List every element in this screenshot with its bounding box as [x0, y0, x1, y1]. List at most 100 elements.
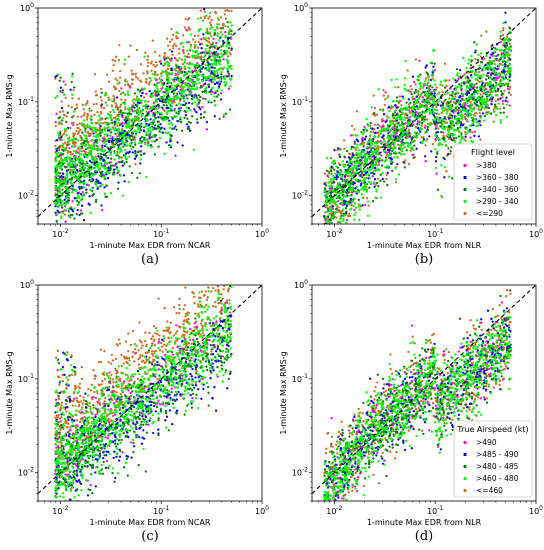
data-point — [412, 100, 416, 104]
data-point — [110, 150, 113, 153]
data-point — [73, 207, 76, 210]
data-point — [119, 103, 123, 106]
data-point — [216, 34, 219, 37]
data-point — [214, 104, 217, 107]
data-point — [90, 126, 94, 130]
data-point — [216, 71, 219, 75]
data-point — [104, 143, 108, 146]
data-point — [436, 103, 440, 107]
data-point — [460, 113, 463, 117]
data-point — [216, 23, 219, 26]
data-point — [54, 205, 57, 208]
data-point — [55, 187, 58, 190]
data-point — [158, 126, 161, 129]
data-point — [226, 21, 229, 24]
data-point — [222, 66, 226, 69]
data-point — [99, 185, 102, 188]
data-point — [349, 134, 353, 137]
data-point — [394, 151, 397, 154]
data-point — [475, 82, 478, 85]
data-point — [189, 45, 192, 48]
data-point — [187, 52, 190, 56]
data-point — [111, 100, 114, 103]
data-point — [508, 42, 512, 45]
data-point — [394, 146, 397, 150]
data-point — [126, 80, 129, 83]
data-point — [327, 181, 330, 184]
data-point — [113, 123, 116, 127]
data-point — [328, 226, 330, 228]
data-point — [171, 127, 174, 130]
data-point — [332, 246, 334, 248]
data-point — [488, 60, 492, 63]
data-point — [99, 181, 102, 185]
data-point — [467, 62, 470, 65]
data-point — [138, 131, 141, 134]
data-point — [127, 180, 130, 184]
data-point — [182, 45, 185, 48]
data-point — [104, 91, 107, 95]
data-point — [506, 87, 510, 91]
data-point — [390, 78, 393, 82]
data-point — [105, 167, 108, 170]
data-point — [87, 141, 90, 144]
data-point — [490, 68, 493, 71]
data-point — [123, 111, 127, 114]
data-point — [145, 81, 148, 84]
data-point — [148, 76, 151, 80]
data-point — [71, 72, 74, 75]
data-point — [60, 168, 64, 171]
data-point — [210, 76, 214, 79]
data-point — [109, 168, 112, 171]
data-point — [356, 189, 360, 192]
data-point — [177, 102, 181, 105]
data-point — [73, 217, 76, 220]
data-point — [498, 49, 501, 52]
data-point — [165, 117, 168, 121]
data-point — [208, 49, 211, 52]
data-point — [145, 138, 148, 141]
data-point — [115, 153, 119, 156]
data-point — [188, 56, 191, 59]
data-point — [190, 63, 194, 66]
data-point — [457, 119, 461, 122]
data-point — [146, 107, 149, 110]
data-point — [444, 98, 447, 102]
data-point — [187, 83, 190, 87]
data-point — [66, 201, 69, 205]
data-point — [348, 194, 351, 197]
data-point — [185, 55, 189, 59]
data-point — [379, 132, 382, 135]
data-point — [450, 146, 453, 149]
data-point — [409, 85, 412, 88]
data-point — [115, 96, 119, 99]
data-point — [92, 126, 96, 129]
data-point — [186, 62, 189, 65]
data-point — [131, 99, 134, 102]
data-point — [106, 170, 110, 174]
data-point — [172, 80, 176, 83]
data-point — [123, 180, 126, 183]
data-point — [331, 178, 335, 181]
data-point — [54, 177, 57, 180]
data-point — [72, 171, 75, 174]
data-point — [123, 154, 127, 157]
data-point — [113, 120, 117, 123]
data-point — [201, 90, 204, 93]
data-point — [359, 184, 362, 187]
data-point — [472, 91, 476, 94]
data-point — [424, 144, 427, 147]
data-point — [490, 102, 493, 106]
data-point — [387, 132, 390, 135]
data-point — [199, 116, 203, 120]
data-point — [122, 133, 126, 137]
data-point — [168, 126, 171, 129]
data-point — [118, 123, 122, 127]
data-point — [168, 119, 171, 122]
data-point — [82, 114, 85, 117]
data-point — [71, 162, 75, 165]
data-point — [500, 90, 503, 93]
data-point — [153, 83, 156, 86]
data-point — [324, 184, 328, 187]
data-point — [69, 153, 73, 156]
